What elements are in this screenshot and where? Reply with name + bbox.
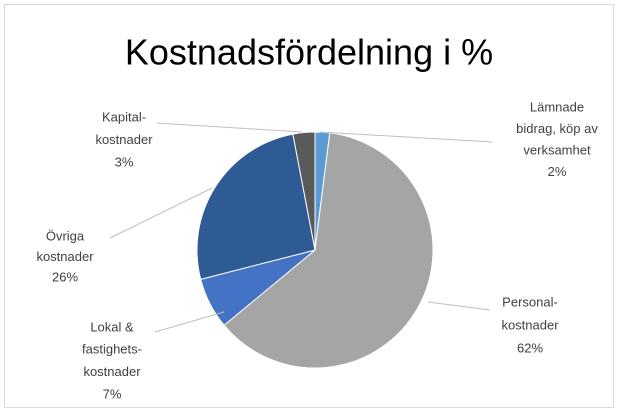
slice-label: Lokal & xyxy=(90,319,134,334)
slice-label: Personal- xyxy=(502,294,558,309)
slice-label: bidrag, köp av xyxy=(516,121,598,136)
slice-value-label: 3% xyxy=(115,154,134,169)
pie-slice xyxy=(223,132,434,369)
slice-label: Lämnade xyxy=(530,99,584,114)
chart-title: Kostnadsfördelning i % xyxy=(125,32,493,73)
leader-line xyxy=(154,311,225,333)
slice-label: kostnader xyxy=(95,132,153,147)
slice-label: verksamhet xyxy=(523,142,591,157)
leader-line xyxy=(319,131,493,143)
slice-value-label: 62% xyxy=(517,340,543,355)
slice-label: kostnader xyxy=(36,249,94,264)
slice-value-label: 26% xyxy=(52,269,78,284)
pie-slice xyxy=(196,133,316,280)
leader-line xyxy=(109,187,213,239)
slice-label: kostnader xyxy=(501,317,559,332)
slice-value-label: 7% xyxy=(103,386,122,401)
slice-label: Kapital- xyxy=(102,109,146,124)
slice-label: Övriga xyxy=(46,228,85,243)
slice-label: fastighets- xyxy=(82,342,142,357)
leader-line xyxy=(156,122,303,133)
slice-label: kostnader xyxy=(83,364,141,379)
pie-slice xyxy=(292,131,316,251)
leader-line xyxy=(427,301,491,311)
slice-value-label: 2% xyxy=(548,164,567,179)
